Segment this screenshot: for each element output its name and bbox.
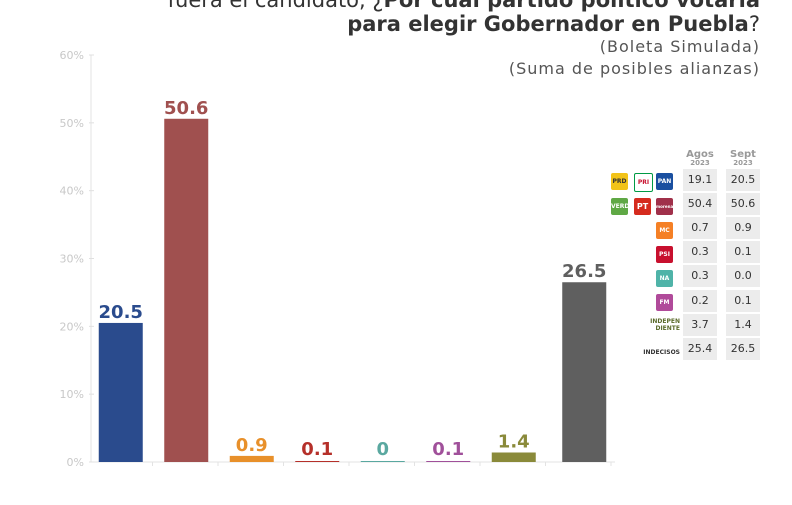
table-cell-sept: 0.9: [726, 217, 760, 240]
bar-value-label: 0.1: [301, 439, 333, 460]
subtitle-ballot: (Boleta Simulada): [599, 37, 760, 56]
table-cell-agos: 0.7: [683, 217, 717, 240]
table-cell-sept: 0.0: [726, 265, 760, 288]
table-cell-sept: 0.1: [726, 241, 760, 264]
bar: [360, 461, 405, 462]
y-tick-label: 60%: [60, 49, 84, 62]
independiente-label: INDEPEN DIENTE: [650, 318, 680, 332]
bar-value-label: 50.6: [164, 98, 208, 119]
table-cell-agos: 0.3: [683, 241, 717, 264]
y-tick-label: 50%: [60, 117, 84, 130]
table-cell-sept: 50.6: [726, 193, 760, 216]
bar: [562, 282, 607, 462]
bar-value-label: 0.1: [432, 439, 464, 460]
table-cell-agos: 25.4: [683, 337, 717, 360]
title-line-1: fuera el candidato, ¿Por cuál partido po…: [167, 0, 760, 12]
table-cell-sept: 20.5: [726, 169, 760, 191]
y-tick-label: 0%: [67, 456, 84, 469]
pt-logo-icon: PT: [634, 198, 651, 215]
psi-logo-icon: PSI: [656, 246, 673, 263]
bar: [164, 118, 209, 462]
y-tick-label: 20%: [60, 320, 84, 333]
indecisos-label: INDECISOS: [643, 349, 680, 356]
chart-header: fuera el candidato, ¿Por cuál partido po…: [168, 0, 760, 80]
table-cell-agos: 19.1: [683, 169, 717, 191]
fuerza-mexico-logo-icon: FM: [656, 294, 673, 311]
table-cell-agos: 3.7: [683, 313, 717, 336]
bar: [295, 461, 340, 462]
nueva-alianza-logo-icon: NA: [656, 270, 673, 287]
col-header-sept: Sept 2023: [730, 149, 756, 168]
bar-value-label: 0.9: [236, 435, 268, 456]
bar: [98, 322, 143, 462]
bar: [426, 461, 471, 462]
table-cell-sept: 26.5: [726, 337, 760, 360]
y-tick-label: 30%: [60, 253, 84, 266]
bar-value-label: 1.4: [498, 432, 530, 453]
table-cell-agos: 0.3: [683, 265, 717, 288]
pan-logo-icon: PAN: [656, 173, 673, 190]
y-tick-label: 10%: [60, 388, 84, 401]
bar: [229, 455, 274, 462]
bar-value-label: 20.5: [99, 302, 143, 323]
col-header-agos: Agos 2023: [686, 149, 714, 168]
bar-value-label: 0: [376, 439, 389, 460]
bar: [491, 452, 536, 462]
table-cell-agos: 0.2: [683, 289, 717, 312]
table-cell-agos: 50.4: [683, 193, 717, 216]
title-line-2: para elegir Gobernador en Puebla?: [347, 12, 760, 36]
verde-logo-icon: VERDE: [611, 198, 628, 215]
prd-logo-icon: PRD: [611, 173, 628, 190]
subtitle-alliances: (Suma de posibles alianzas): [508, 59, 760, 78]
table-cell-sept: 1.4: [726, 313, 760, 336]
morena-logo-icon: morena: [656, 198, 673, 215]
bar-value-label: 26.5: [562, 261, 606, 282]
y-tick-label: 40%: [60, 185, 84, 198]
movimiento-ciudadano-logo-icon: MC: [656, 222, 673, 239]
pri-logo-icon: PRI: [634, 173, 653, 192]
table-cell-sept: 0.1: [726, 289, 760, 312]
